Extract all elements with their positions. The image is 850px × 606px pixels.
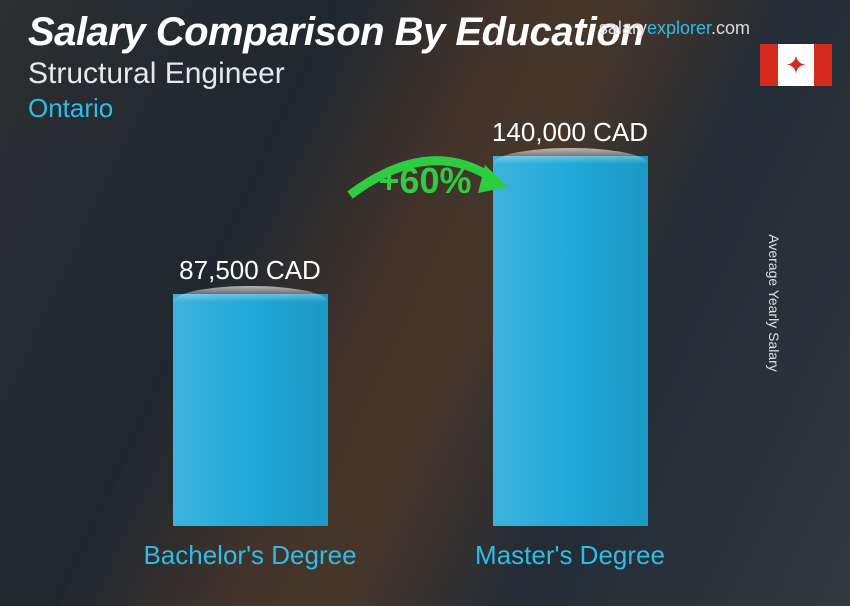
percent-increase-badge: +60% [378,160,471,202]
y-axis-label: Average Yearly Salary [765,234,781,372]
flag-left-bar [760,44,778,86]
bar-face [173,294,328,526]
bar-value-label: 140,000 CAD [492,117,648,148]
brand-mid: explorer [647,18,711,38]
flag-right-bar [814,44,832,86]
chart-container: Salary Comparison By Education Structura… [0,0,850,606]
bar-group: 87,500 CAD [110,255,390,526]
x-label: Master's Degree [430,540,710,571]
bar-value-label: 87,500 CAD [179,255,321,286]
country-flag-icon: ✦ [760,44,832,86]
brand-logo: salaryexplorer.com [599,18,750,39]
flag-center: ✦ [778,44,814,86]
bar [173,294,328,526]
brand-prefix: salary [599,18,647,38]
bar-highlight [173,286,328,302]
brand-suffix: .com [711,18,750,38]
x-label: Bachelor's Degree [110,540,390,571]
job-title: Structural Engineer [28,57,830,91]
bar-chart: 87,500 CAD 140,000 CAD Bachelor's Degree… [90,156,730,586]
maple-leaf-icon: ✦ [785,52,807,78]
x-axis-labels: Bachelor's Degree Master's Degree [90,540,730,571]
